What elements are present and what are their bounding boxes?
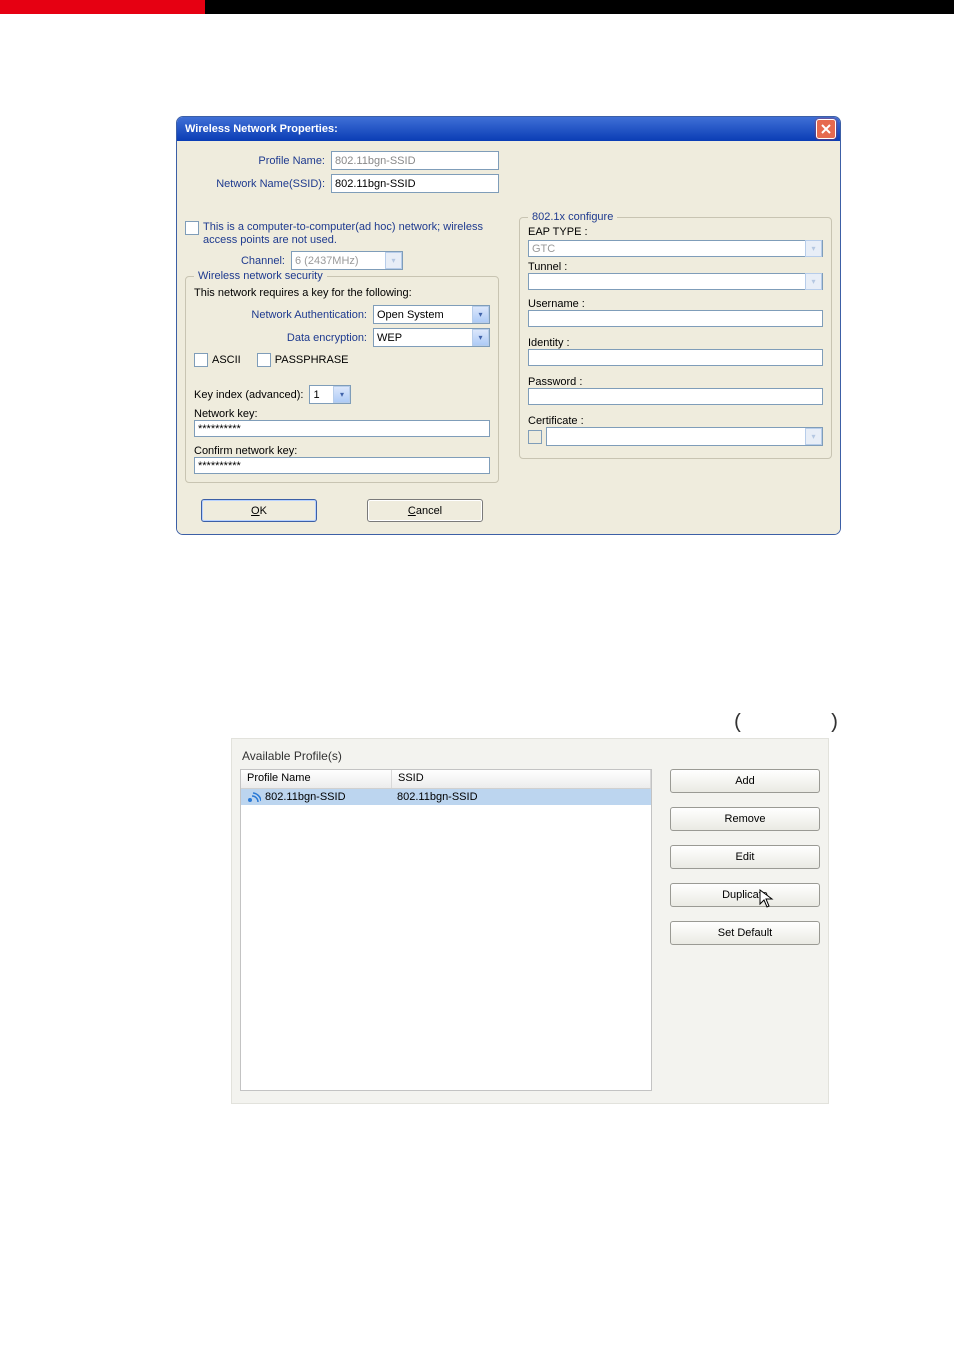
8021x-fieldset: 802.1x configure EAP TYPE : GTC ▾ Tunnel… [519,217,832,459]
8021x-legend: 802.1x configure [528,211,617,223]
networkkey-label: Network key: [194,408,490,420]
confirmkey-label: Confirm network key: [194,445,490,457]
ssid-input[interactable] [331,174,499,193]
networkkey-input[interactable] [194,420,490,437]
certificate-checkbox [528,430,542,444]
profile-name-input [331,151,499,170]
wireless-properties-dialog: Wireless Network Properties: Profile Nam… [176,116,841,535]
available-profiles-panel: Available Profile(s) Profile Name SSID [231,738,829,1104]
identity-label: Identity : [528,337,823,349]
cancel-button[interactable]: Cancel [367,499,483,522]
ssid-label: Network Name(SSID): [185,178,331,190]
keyindex-select[interactable]: 1 ▾ [309,385,351,404]
table-row[interactable]: 802.11bgn-SSID 802.11bgn-SSID [241,789,651,805]
add-button[interactable]: Add [670,769,820,793]
username-input [528,310,823,327]
chevron-down-icon[interactable]: ▾ [472,306,489,323]
available-profiles-heading: Available Profile(s) [242,749,820,763]
security-requires-text: This network requires a key for the foll… [194,287,490,299]
edit-button[interactable]: Edit [670,845,820,869]
paren-close: ) [828,712,840,735]
encryption-value: WEP [374,332,405,344]
keyindex-label: Key index (advanced): [194,389,303,401]
certificate-select: ▾ [546,427,823,446]
set-default-button[interactable]: Set Default [670,921,820,945]
right-column: 802.1x configure EAP TYPE : GTC ▾ Tunnel… [519,151,832,522]
auth-value: Open System [374,309,447,321]
signal-icon [247,791,261,803]
duplicate-button[interactable]: Duplicate [670,883,820,907]
chevron-down-icon: ▾ [805,240,822,257]
dialog-title: Wireless Network Properties: [185,123,816,135]
column-ssid[interactable]: SSID [392,770,651,788]
top-accent-bar [0,0,954,14]
encryption-label: Data encryption: [194,332,373,344]
adhoc-label: This is a computer-to-computer(ad hoc) n… [203,221,499,247]
chevron-down-icon[interactable]: ▾ [333,386,350,403]
encryption-select[interactable]: WEP ▾ [373,328,490,347]
passphrase-label: PASSPHRASE [275,354,349,366]
security-legend: Wireless network security [194,270,327,282]
row-profile-name: 802.11bgn-SSID [265,791,346,803]
auth-select[interactable]: Open System ▾ [373,305,490,324]
column-profile-name[interactable]: Profile Name [241,770,392,788]
chevron-down-icon: ▾ [805,273,822,290]
paren-open: ( [732,712,744,735]
eap-type-select: GTC ▾ [528,240,823,257]
accent-red [0,0,205,14]
dialog-titlebar[interactable]: Wireless Network Properties: [177,117,840,141]
tunnel-label: Tunnel : [528,261,823,273]
security-fieldset: Wireless network security This network r… [185,276,499,483]
close-icon[interactable] [816,119,836,139]
left-column: Profile Name: Network Name(SSID): This i… [185,151,499,522]
eap-type-label: EAP TYPE : [528,226,823,238]
chevron-down-icon: ▾ [385,252,402,269]
accent-black [205,0,954,14]
username-label: Username : [528,298,823,310]
confirmkey-input[interactable] [194,457,490,474]
password-label: Password : [528,376,823,388]
remove-button[interactable]: Remove [670,807,820,831]
row-ssid: 802.11bgn-SSID [397,791,478,803]
adhoc-checkbox[interactable] [185,221,199,235]
keyindex-value: 1 [310,389,322,401]
password-input [528,388,823,405]
passphrase-checkbox[interactable] [257,353,271,367]
profile-name-label: Profile Name: [185,155,331,167]
profiles-list-header: Profile Name SSID [241,770,651,789]
eap-type-value: GTC [529,243,558,255]
chevron-down-icon[interactable]: ▾ [472,329,489,346]
chevron-down-icon: ▾ [805,428,822,445]
identity-input [528,349,823,366]
channel-select: 6 (2437MHz) ▾ [291,251,403,270]
profile-action-buttons: Add Remove Edit Duplicate Set Default [670,769,820,1091]
channel-label: Channel: [225,255,291,267]
ok-button[interactable]: OK [201,499,317,522]
profiles-list[interactable]: Profile Name SSID 802.11bgn-SSID [240,769,652,1091]
auth-label: Network Authentication: [194,309,373,321]
ascii-label: ASCII [212,354,241,366]
ascii-checkbox[interactable] [194,353,208,367]
tunnel-select: ▾ [528,273,823,290]
certificate-label: Certificate : [528,415,823,427]
channel-value: 6 (2437MHz) [292,255,362,267]
